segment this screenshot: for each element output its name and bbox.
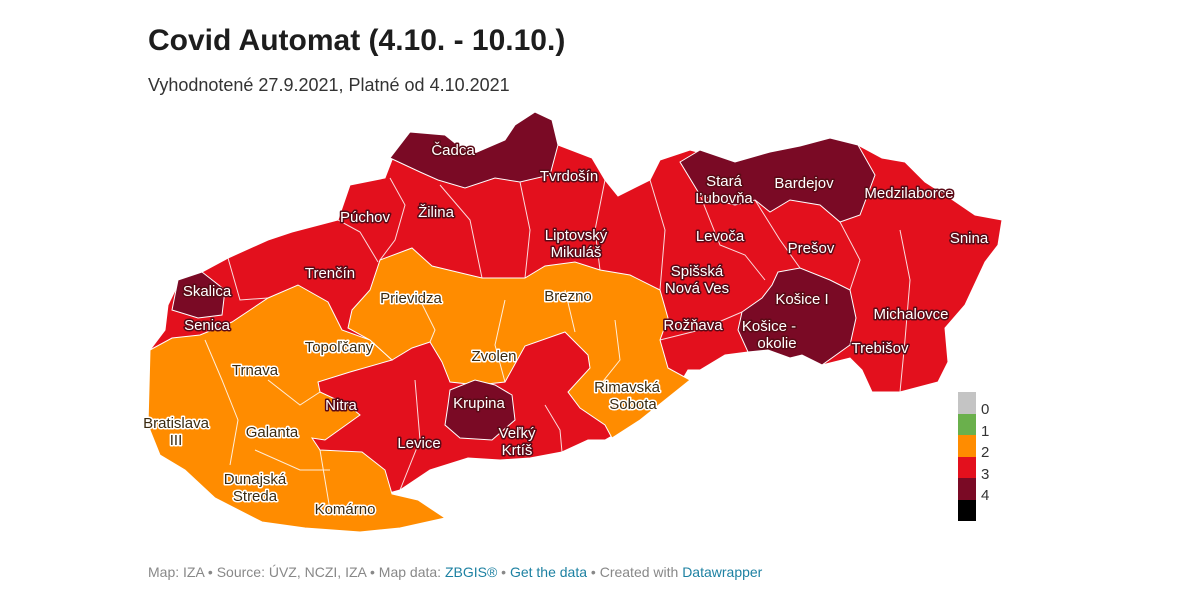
label-topolcany: Topoľčany — [305, 339, 374, 356]
label-zvolen: Zvolen — [471, 348, 516, 365]
label-velky-krtis-2: Krtíš — [502, 442, 533, 459]
label-levoca: Levoča — [696, 228, 745, 245]
label-kosice-okolie-2: okolie — [757, 335, 796, 352]
district-krupina-level-4[interactable] — [444, 379, 516, 441]
legend-swatch — [958, 413, 976, 435]
label-dunajska-streda-1: Dunajská — [224, 471, 287, 488]
legend-label: 1 — [981, 422, 990, 440]
label-medzilaborce: Medzilaborce — [864, 185, 953, 202]
footer-source: Source: ÚVZ, NCZI, IZA — [216, 564, 367, 580]
legend-swatch — [958, 499, 976, 521]
label-zilina: Žilina — [418, 204, 455, 221]
label-roznava: Rožňava — [663, 317, 723, 334]
district-borders — [204, 177, 911, 511]
footer-map-data: Map data: — [378, 564, 445, 580]
chart-title: Covid Automat (4.10. - 10.10.) — [148, 24, 566, 57]
label-brezno: Brezno — [544, 288, 592, 305]
label-bratislava-2: III — [170, 432, 183, 449]
label-krupina: Krupina — [453, 395, 505, 412]
chart-subtitle: Vyhodnotené 27.9.2021, Platné od 4.10.20… — [148, 75, 510, 95]
footer-created-with: Created with — [599, 564, 683, 580]
district-cadca-level-4[interactable] — [389, 111, 559, 189]
legend-label: 3 — [981, 465, 990, 483]
district-labels: Čadca Tvrdošín Stará Ľubovňa Bardejov Me… — [142, 141, 991, 520]
label-spisska-nova-ves-1: Spišská — [671, 263, 724, 280]
label-bratislava-1: Bratislava — [143, 415, 210, 432]
footer-separator: • — [497, 564, 510, 580]
get-the-data-link[interactable]: Get the data — [509, 564, 588, 580]
label-snina: Snina — [950, 230, 989, 247]
legend-swatch — [958, 456, 976, 478]
label-trencin: Trenčín — [305, 265, 355, 282]
legend-label: 4 — [981, 487, 990, 504]
legend-label: 0 — [981, 401, 990, 418]
label-bardejov: Bardejov — [774, 175, 834, 192]
label-trebisov: Trebišov — [852, 340, 909, 357]
label-nitra: Nitra — [325, 397, 357, 414]
label-spisska-nova-ves-2: Nová Ves — [665, 280, 729, 297]
label-skalica: Skalica — [183, 283, 232, 300]
label-rimavska-sobota-2: Sobota — [609, 396, 657, 413]
legend-swatch — [958, 392, 976, 414]
legend-label: 2 — [981, 444, 990, 461]
district-kosice-level-4[interactable] — [737, 267, 857, 366]
label-puchov: Púchov — [340, 209, 391, 226]
footer-separator: • — [587, 564, 600, 580]
datawrapper-link[interactable]: Datawrapper — [682, 564, 763, 580]
label-prievidza: Prievidza — [380, 290, 442, 307]
footer-separator: • — [204, 564, 217, 580]
label-stara-lubovna-1: Stará — [706, 173, 743, 190]
district-region-west-level-2[interactable] — [147, 284, 447, 533]
label-kosice-1: Košice I — [775, 291, 828, 308]
district-region-central-level-2[interactable] — [347, 247, 691, 439]
footer-map-credit: Map: IZA — [148, 564, 205, 580]
zbgis-link[interactable]: ZBGIS® — [444, 564, 498, 580]
district-northeast-level-4[interactable] — [679, 137, 876, 223]
label-rimavska-sobota-1: Rimavská — [594, 379, 661, 396]
label-tvrdosin: Tvrdošín — [540, 168, 598, 185]
legend-swatch — [958, 478, 976, 500]
label-senica: Senica — [184, 317, 231, 334]
label-presov: Prešov — [788, 240, 835, 257]
label-liptovsky-mikulas-2: Mikuláš — [551, 244, 602, 261]
label-komarno: Komárno — [315, 501, 376, 518]
label-trnava: Trnava — [232, 362, 279, 379]
district-skalica-level-4[interactable] — [171, 271, 226, 319]
label-cadca: Čadca — [431, 142, 475, 159]
legend-swatch — [958, 435, 976, 457]
label-galanta: Galanta — [246, 424, 299, 441]
label-kosice-okolie-1: Košice - — [742, 318, 796, 335]
label-michalovce: Michalovce — [873, 306, 948, 323]
label-liptovsky-mikulas-1: Liptovský — [545, 227, 608, 244]
label-dunajska-streda-2: Streda — [233, 488, 278, 505]
label-stara-lubovna-2: Ľubovňa — [695, 190, 753, 207]
footer-credits: Map: IZA • Source: ÚVZ, NCZI, IZA • Map … — [148, 564, 762, 580]
label-velky-krtis-1: Veľký — [499, 425, 536, 442]
footer-separator: • — [366, 564, 379, 580]
label-levice: Levice — [397, 435, 440, 452]
